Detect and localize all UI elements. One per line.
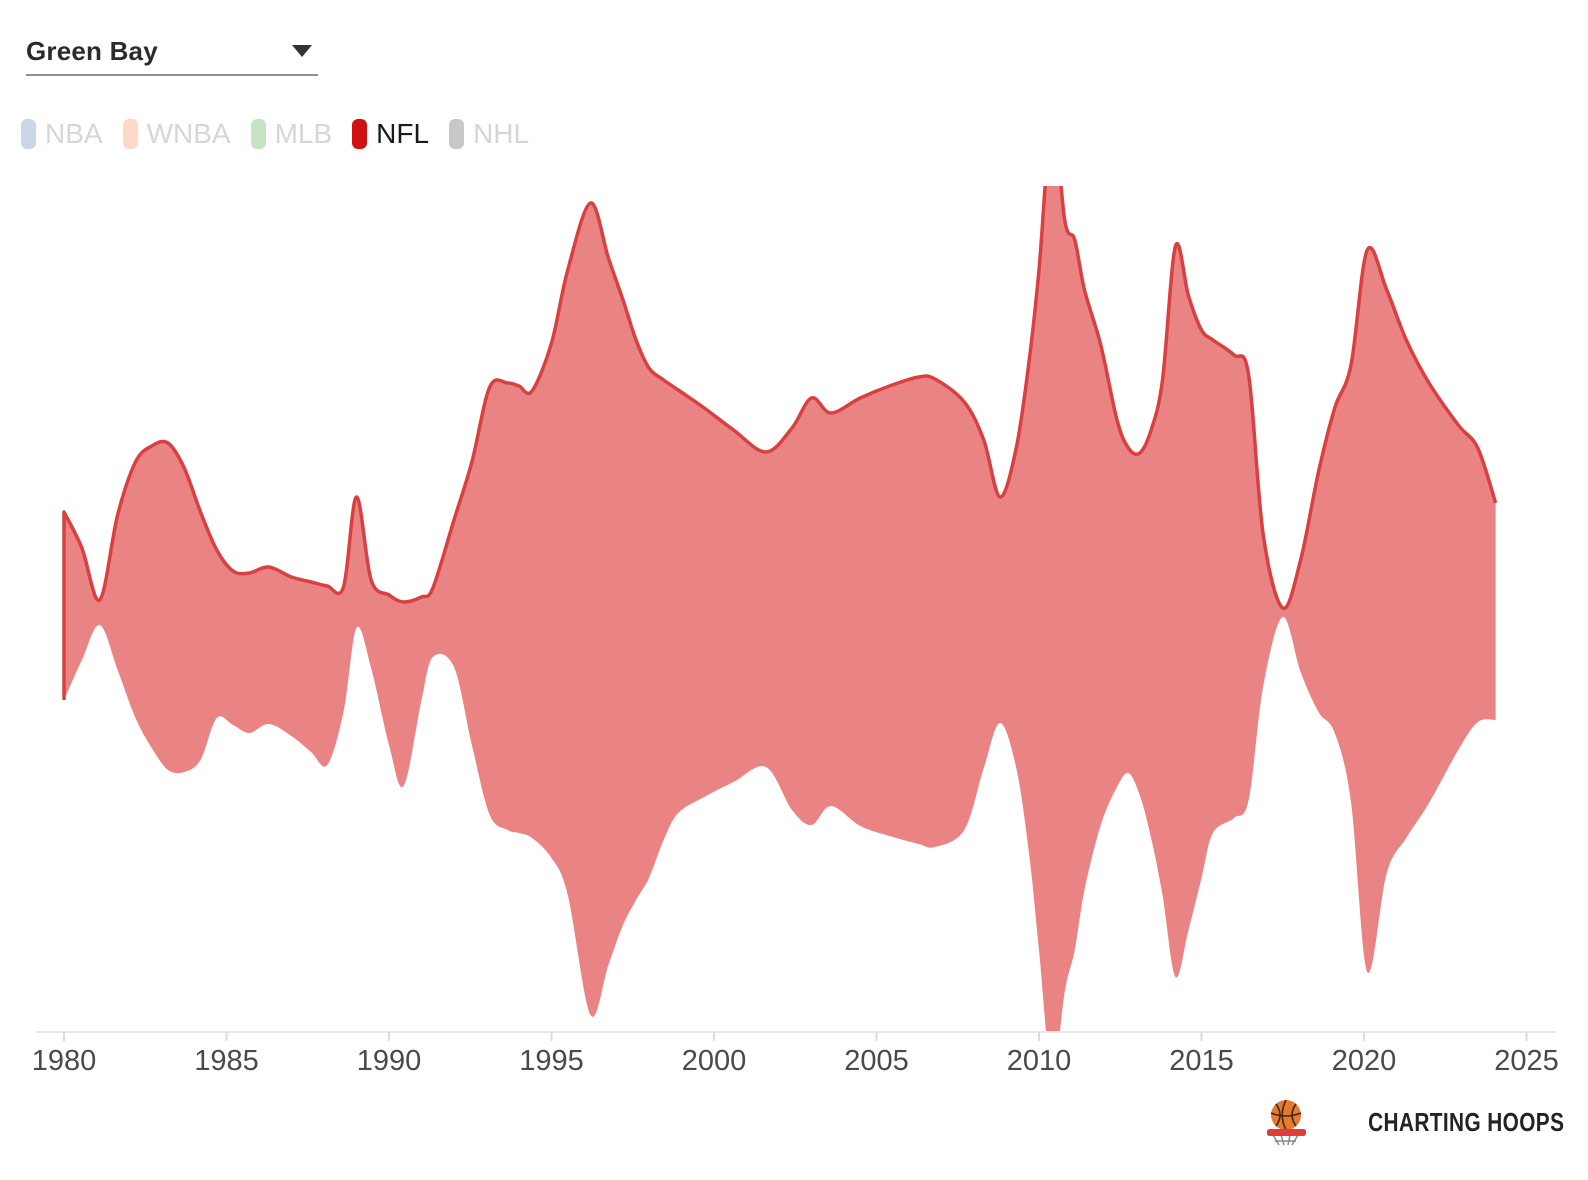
legend-label: WNBA bbox=[146, 118, 231, 149]
x-axis-label: 2015 bbox=[1169, 1045, 1234, 1077]
x-axis-label: 1995 bbox=[519, 1045, 584, 1077]
legend-swatch-wnba bbox=[122, 119, 138, 149]
legend-item-nfl[interactable]: NFL bbox=[352, 118, 429, 150]
stream-fill bbox=[64, 186, 1496, 1031]
legend-item-wnba[interactable]: WNBA bbox=[122, 118, 231, 150]
legend-label: NFL bbox=[376, 118, 430, 149]
x-axis-label: 2020 bbox=[1332, 1045, 1397, 1077]
legend-item-nhl[interactable]: NHL bbox=[449, 118, 529, 150]
x-axis-label: 2000 bbox=[682, 1045, 747, 1077]
x-axis-label: 1985 bbox=[194, 1045, 259, 1077]
legend-swatch-mlb bbox=[250, 119, 266, 149]
legend-item-nba[interactable]: NBA bbox=[21, 118, 103, 150]
x-axis-label: 2010 bbox=[1007, 1045, 1072, 1077]
legend-label: MLB bbox=[274, 118, 333, 149]
x-axis-label: 1980 bbox=[32, 1045, 97, 1077]
nfl-stream-area bbox=[62, 186, 1498, 1031]
x-axis-label: 2005 bbox=[844, 1045, 909, 1077]
legend-swatch-nhl bbox=[449, 119, 465, 149]
brand-logo: CHARTING HOOPS bbox=[1263, 1098, 1564, 1146]
legend-item-mlb[interactable]: MLB bbox=[250, 118, 333, 150]
x-axis-label: 1990 bbox=[357, 1045, 422, 1077]
legend-swatch-nba bbox=[21, 119, 36, 149]
team-selector-value: Green Bay bbox=[26, 35, 158, 66]
basketball-hoop-icon bbox=[1266, 1099, 1306, 1146]
legend-label: NBA bbox=[45, 118, 103, 149]
league-legend: NBA WNBA MLB NFL NHL bbox=[21, 118, 529, 150]
legend-label: NHL bbox=[473, 118, 530, 149]
x-axis-label: 2025 bbox=[1494, 1045, 1559, 1077]
brand-name: CHARTING HOOPS bbox=[1367, 1106, 1564, 1137]
stream-top-line bbox=[62, 186, 1498, 700]
legend-swatch-nfl bbox=[352, 119, 368, 149]
chevron-down-icon bbox=[292, 45, 312, 57]
team-selector-dropdown[interactable]: Green Bay bbox=[26, 28, 318, 76]
